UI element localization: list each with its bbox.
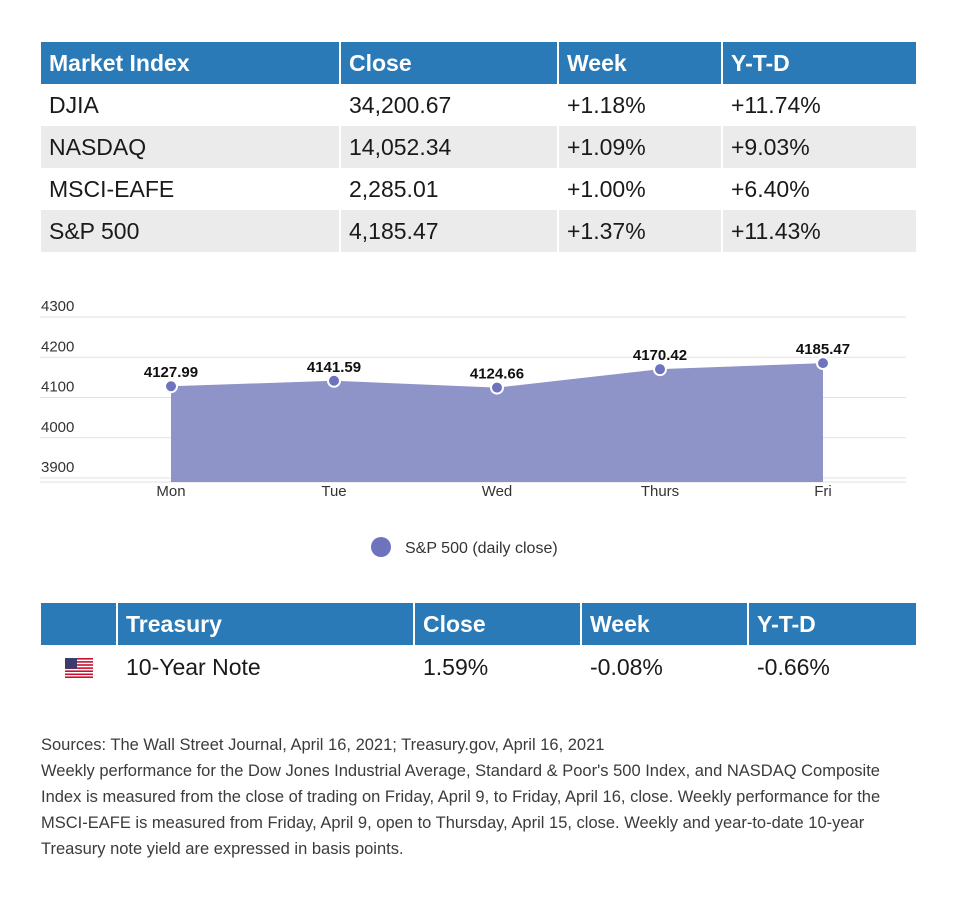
header-close: Close <box>414 603 582 645</box>
table-header-row: Treasury Close Week Y-T-D <box>41 603 916 645</box>
header-week: Week <box>558 42 723 84</box>
header-week: Week <box>581 603 749 645</box>
data-point <box>653 362 667 377</box>
index-ytd: +9.03% <box>722 126 916 168</box>
header-close: Close <box>340 42 559 84</box>
treasury-ytd: -0.66% <box>757 653 830 680</box>
y-tick-label: 3900 <box>41 459 74 476</box>
treasury-table: Treasury Close Week Y-T-D 10- <box>41 603 916 689</box>
data-point <box>164 379 178 394</box>
index-name: NASDAQ <box>41 126 341 168</box>
header-treasury: Treasury <box>117 603 415 645</box>
data-label: 4141.59 <box>307 359 361 376</box>
index-close: 4,185.47 <box>340 210 559 252</box>
sources-text: Sources: The Wall Street Journal, April … <box>41 736 605 754</box>
legend-label: S&P 500 (daily close) <box>405 540 558 557</box>
index-name: S&P 500 <box>41 210 341 252</box>
table-header-row: Market Index Close Week Y-T-D <box>41 42 916 84</box>
index-close: 34,200.67 <box>340 84 559 126</box>
index-week: +1.09% <box>558 126 723 168</box>
x-tick-label: Thurs <box>641 483 679 500</box>
market-index-table: Market Index Close Week Y-T-D DJIA 34,20… <box>41 42 916 252</box>
index-week: +1.00% <box>558 168 723 210</box>
data-label: 4185.47 <box>796 341 850 358</box>
data-labels: 4127.99 4141.59 4124.66 4170.42 4185.47 <box>144 341 850 382</box>
index-week: +1.37% <box>558 210 723 252</box>
y-tick-label: 4100 <box>41 379 74 396</box>
table-row: MSCI-EAFE 2,285.01 +1.00% +6.40% <box>41 168 916 210</box>
data-label: 4127.99 <box>144 364 198 381</box>
us-flag-icon <box>64 658 93 679</box>
data-point <box>490 380 504 395</box>
y-tick-label: 4300 <box>41 298 74 315</box>
header-flag <box>41 603 118 645</box>
footnotes: Sources: The Wall Street Journal, April … <box>41 732 921 862</box>
index-close: 2,285.01 <box>340 168 559 210</box>
index-close: 14,052.34 <box>340 126 559 168</box>
table-row: S&P 500 4,185.47 +1.37% +11.43% <box>41 210 916 252</box>
x-tick-label: Wed <box>482 483 513 500</box>
header-ytd: Y-T-D <box>722 42 916 84</box>
y-tick-label: 4000 <box>41 419 74 436</box>
x-tick-label: Tue <box>321 483 346 500</box>
index-ytd: +11.43% <box>722 210 916 252</box>
sp500-area-chart: 4300 4200 4100 4000 3900 Mon Tue Wed Thurs Fri 4… <box>40 298 906 557</box>
treasury-name: 10-Year Note <box>117 645 415 689</box>
treasury-close: 1.59% <box>414 645 582 689</box>
flag-cell <box>41 645 118 689</box>
methodology-text: Weekly performance for the Dow Jones Ind… <box>41 762 881 858</box>
x-tick-label: Fri <box>814 483 832 500</box>
index-ytd: +11.74% <box>731 91 821 118</box>
table-row: 10-Year Note 1.59% -0.08% -0.66% <box>41 645 916 689</box>
index-week: +1.18% <box>558 84 723 126</box>
table-row: DJIA 34,200.67 +1.18% +11.74% <box>41 84 916 126</box>
data-point <box>327 373 341 388</box>
legend-swatch-icon <box>371 537 391 557</box>
index-ytd: +6.40% <box>731 175 810 202</box>
data-label: 4124.66 <box>470 366 524 383</box>
header-ytd: Y-T-D <box>748 603 916 645</box>
y-axis-ticks: 4300 4200 4100 4000 3900 <box>41 298 74 476</box>
x-tick-label: Mon <box>156 483 185 500</box>
legend: S&P 500 (daily close) <box>371 537 558 557</box>
data-points <box>164 356 830 395</box>
y-tick-label: 4200 <box>41 338 74 355</box>
data-label: 4170.42 <box>633 347 687 364</box>
area-series <box>171 363 823 482</box>
treasury-week: -0.08% <box>581 645 749 689</box>
data-point <box>816 356 830 371</box>
index-name: MSCI-EAFE <box>41 168 341 210</box>
table-row: NASDAQ 14,052.34 +1.09% +9.03% <box>41 126 916 168</box>
series-area <box>171 363 823 482</box>
header-market-index: Market Index <box>41 42 341 84</box>
index-name: DJIA <box>41 84 341 126</box>
x-axis-ticks: Mon Tue Wed Thurs Fri <box>156 483 831 500</box>
